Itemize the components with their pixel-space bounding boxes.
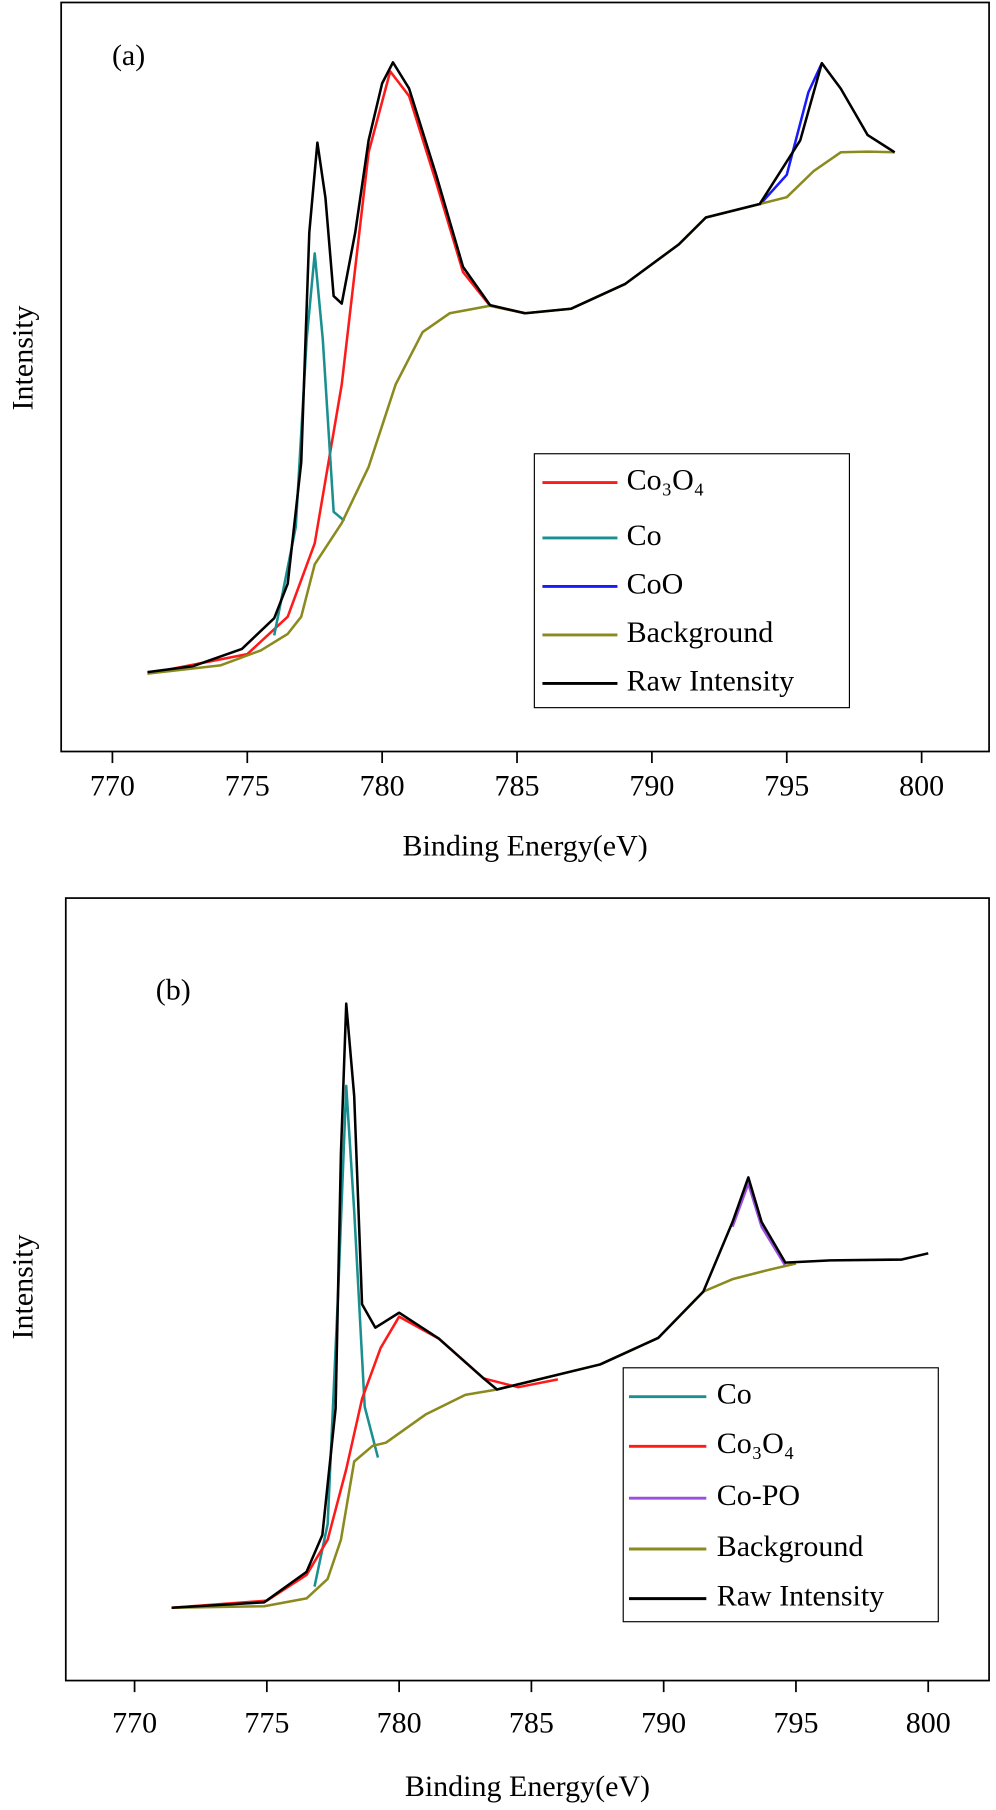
legend-label: Co bbox=[717, 1378, 752, 1411]
series-line bbox=[147, 61, 896, 674]
x-tick-label: 775 bbox=[225, 769, 270, 802]
series-line bbox=[171, 1315, 559, 1610]
x-tick-label: 785 bbox=[495, 769, 540, 802]
legend-label: Raw Intensity bbox=[627, 664, 794, 697]
x-tick-label: 795 bbox=[773, 1706, 818, 1739]
series-line bbox=[272, 252, 346, 636]
x-tick-label: 790 bbox=[641, 1706, 686, 1739]
series-line bbox=[147, 70, 526, 675]
x-axis-label: Binding Energy(eV) bbox=[405, 1770, 650, 1803]
legend-label: Background bbox=[627, 616, 774, 649]
legend-label: Co-PO bbox=[717, 1479, 800, 1512]
legend-box bbox=[533, 453, 851, 709]
y-axis-label: Intensity bbox=[6, 1235, 39, 1340]
legend-label: CoO bbox=[627, 567, 684, 600]
legend-label: Co₃O₄ bbox=[627, 463, 705, 496]
legend-label: Background bbox=[717, 1530, 864, 1563]
legend-label: Co bbox=[627, 519, 662, 552]
panel-label: (a) bbox=[112, 39, 145, 72]
x-tick-label: 785 bbox=[509, 1706, 554, 1739]
x-tick-label: 770 bbox=[112, 1706, 157, 1739]
series-line bbox=[731, 1182, 787, 1267]
x-tick-label: 775 bbox=[244, 1706, 289, 1739]
x-tick-label: 790 bbox=[629, 769, 674, 802]
legend-label: Raw Intensity bbox=[717, 1580, 884, 1613]
x-tick-label: 780 bbox=[377, 1706, 422, 1739]
x-tick-label: 795 bbox=[764, 769, 809, 802]
panel-label: (b) bbox=[156, 974, 191, 1007]
y-axis-label: Intensity bbox=[6, 305, 39, 410]
x-tick-label: 780 bbox=[360, 769, 405, 802]
plot-frame bbox=[64, 897, 990, 1682]
plot-frame bbox=[60, 1, 990, 753]
series-line bbox=[313, 1084, 380, 1587]
series-line bbox=[171, 1002, 929, 1610]
x-tick-label: 800 bbox=[899, 769, 944, 802]
x-tick-label: 770 bbox=[90, 769, 135, 802]
legend-box bbox=[622, 1367, 939, 1623]
x-axis-label: Binding Energy(eV) bbox=[403, 829, 648, 862]
legend-label: Co₃O₄ bbox=[717, 1427, 795, 1460]
series-line bbox=[171, 1262, 797, 1610]
x-tick-label: 800 bbox=[906, 1706, 951, 1739]
series-line bbox=[758, 62, 823, 206]
